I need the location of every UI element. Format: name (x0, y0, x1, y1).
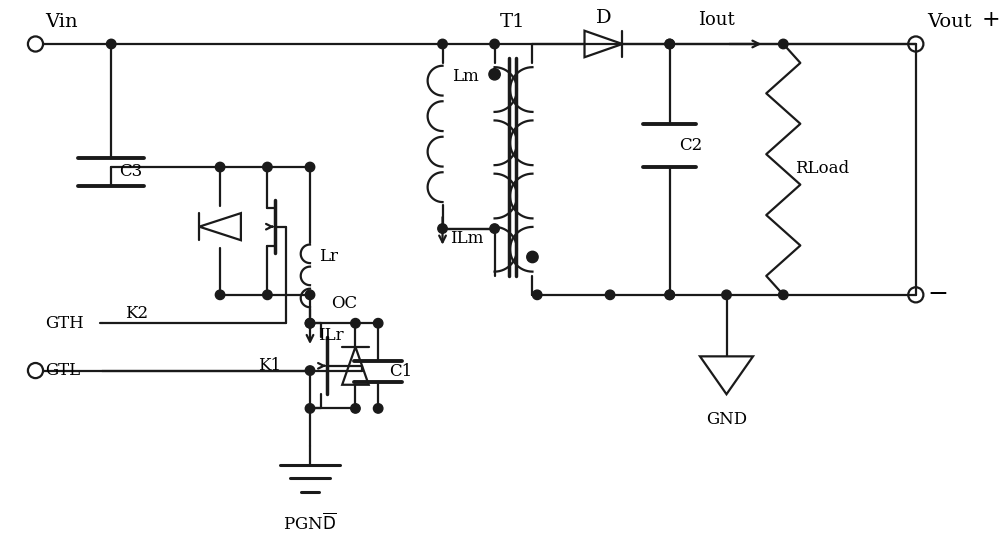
Circle shape (490, 224, 499, 233)
Text: +: + (982, 9, 1000, 31)
Circle shape (779, 40, 788, 49)
Text: C3: C3 (119, 163, 142, 180)
Circle shape (305, 366, 315, 375)
Text: ILm: ILm (450, 230, 483, 247)
Circle shape (305, 404, 315, 413)
Circle shape (532, 290, 542, 300)
Circle shape (438, 40, 447, 49)
Text: GTH: GTH (45, 315, 84, 332)
Circle shape (665, 40, 674, 49)
Text: OC: OC (331, 295, 357, 312)
Text: C2: C2 (679, 137, 702, 154)
Text: C1: C1 (390, 363, 413, 380)
Text: Iout: Iout (698, 11, 735, 29)
Circle shape (605, 290, 615, 300)
Text: Lr: Lr (319, 247, 338, 264)
Circle shape (263, 290, 272, 300)
Text: Vout: Vout (927, 13, 972, 31)
Circle shape (490, 40, 499, 49)
Circle shape (438, 224, 447, 233)
Circle shape (215, 162, 225, 172)
Circle shape (722, 290, 731, 300)
Circle shape (305, 290, 315, 300)
Text: GTL: GTL (45, 362, 80, 379)
Circle shape (305, 162, 315, 172)
Text: GND: GND (706, 411, 747, 428)
Text: PGN$\overline{\rm D}$: PGN$\overline{\rm D}$ (283, 513, 337, 533)
Circle shape (106, 40, 116, 49)
Text: Vin: Vin (45, 13, 78, 31)
Circle shape (373, 318, 383, 328)
Circle shape (215, 290, 225, 300)
Text: T1: T1 (499, 13, 525, 31)
Circle shape (263, 162, 272, 172)
Text: Lm: Lm (452, 68, 479, 85)
Circle shape (351, 318, 360, 328)
Circle shape (305, 318, 315, 328)
Circle shape (373, 404, 383, 413)
Text: RLoad: RLoad (795, 160, 849, 177)
Text: −: − (927, 284, 948, 307)
Circle shape (665, 40, 674, 49)
Circle shape (527, 252, 538, 263)
Text: K1: K1 (258, 357, 281, 374)
Circle shape (665, 290, 674, 300)
Text: K2: K2 (125, 305, 149, 322)
Circle shape (305, 318, 315, 328)
Circle shape (489, 68, 500, 80)
Text: ILr: ILr (318, 327, 343, 344)
Circle shape (665, 290, 674, 300)
Circle shape (351, 404, 360, 413)
Text: D: D (596, 9, 611, 27)
Circle shape (779, 290, 788, 300)
